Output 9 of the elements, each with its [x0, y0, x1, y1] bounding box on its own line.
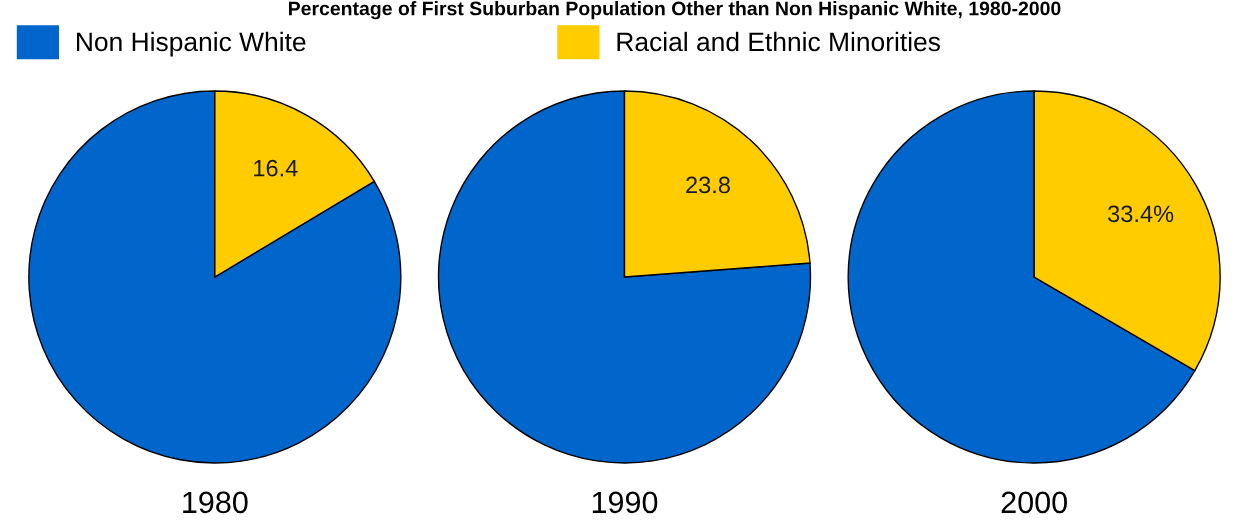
legend-label: Racial and Ethnic Minorities [617, 31, 940, 52]
data-label: 33.4% [1108, 205, 1174, 223]
chart-title: Percentage of First Suburban Population Other than Non Hispanic White, 1980-2000 [288, 1, 1061, 20]
legend-label: Non Hispanic White [77, 31, 306, 57]
text: 1980 [183, 491, 248, 514]
data-label: 16.4 [254, 159, 298, 177]
text: 1990 [592, 491, 658, 514]
data-label: 23.8 [686, 176, 730, 194]
text: 2000 [1001, 491, 1067, 514]
